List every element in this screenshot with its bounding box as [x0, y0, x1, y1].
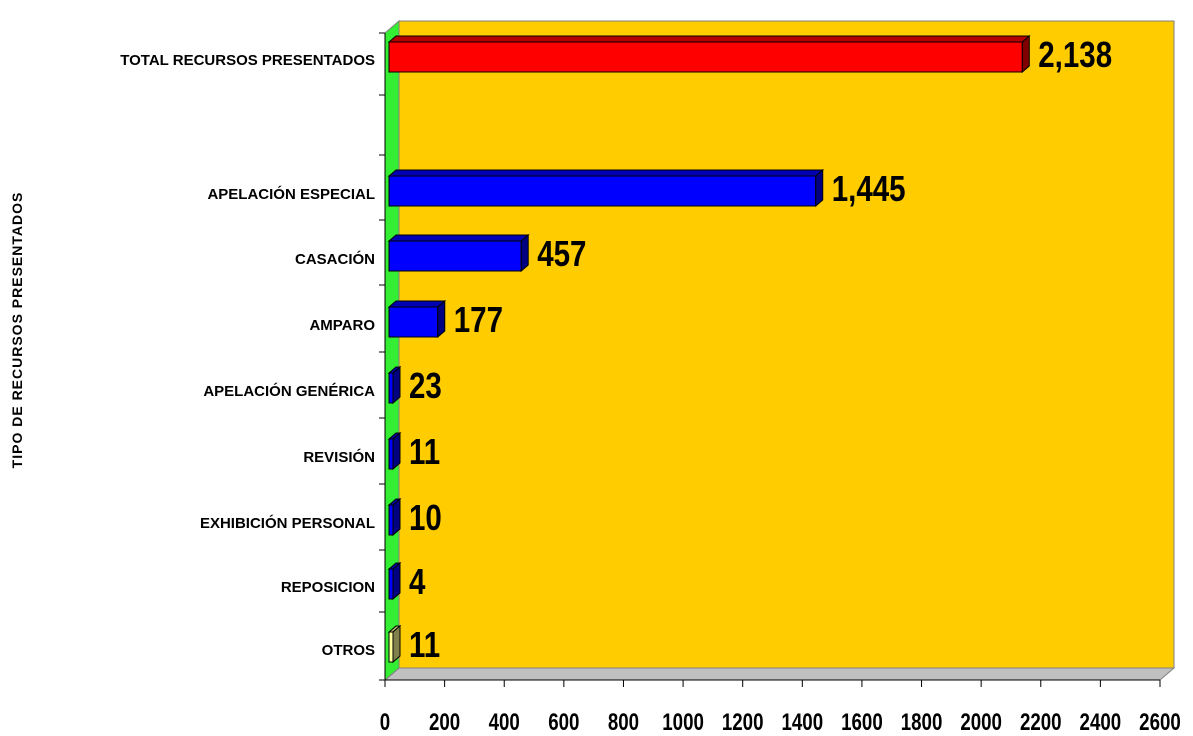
category-label: OTROS: [322, 642, 375, 659]
value-tick-label: 800: [608, 709, 639, 736]
category-label: CASACIÓN: [295, 250, 375, 268]
value-label: 2,138: [1038, 34, 1112, 74]
bar-side-face: [392, 431, 401, 471]
bar: [387, 233, 530, 273]
category-label: EXHIBICIÓN PERSONAL: [200, 514, 375, 532]
category-labels: TOTAL RECURSOS PRESENTADOS APELACIÓN ESPE…: [120, 52, 375, 659]
bar-front-face: [388, 240, 522, 272]
value-tick-label: 1400: [781, 709, 823, 736]
bar-side-face: [815, 168, 824, 208]
bar: [387, 168, 825, 208]
bar-front-face: [388, 175, 817, 207]
bar-side-face: [1021, 34, 1030, 74]
bar-front-face: [388, 504, 394, 536]
value-label: 11: [409, 431, 440, 471]
bar: [387, 299, 447, 339]
bar-side-face: [520, 233, 529, 273]
bar-top-face: [387, 300, 447, 308]
value-label: 23: [409, 365, 442, 405]
value-label: 4: [409, 561, 426, 601]
bar-top-face: [387, 35, 1031, 43]
bar-side-face: [392, 497, 401, 537]
category-axis: [379, 32, 386, 681]
bar: [387, 34, 1031, 74]
value-tick-label: 2200: [1020, 709, 1062, 736]
category-label: APELACIÓN ESPECIAL: [207, 185, 375, 203]
bar-side-face: [392, 624, 401, 664]
bar-series: [387, 34, 1031, 664]
bar: [387, 624, 402, 664]
bar-front-face: [388, 306, 439, 338]
bar: [387, 365, 402, 405]
y-axis-title: TIPO DE RECURSOS PRESENTADOS: [9, 192, 25, 469]
plot-back-wall: [398, 20, 1175, 669]
value-tick-label: 1600: [841, 709, 883, 736]
bar-front-face: [388, 372, 394, 404]
bar-front-face: [388, 631, 394, 663]
bar-side-face: [437, 299, 446, 339]
plot-floor: [383, 667, 1176, 681]
value-label: 10: [409, 497, 442, 537]
value-label: 177: [454, 299, 503, 339]
value-tick-label: 2400: [1080, 709, 1122, 736]
value-tick-label: 200: [429, 709, 460, 736]
category-label: REPOSICION: [281, 579, 375, 596]
bar: [387, 431, 402, 471]
category-label: APELACIÓN GENÉRICA: [203, 382, 375, 400]
value-tick-label: 1800: [901, 709, 943, 736]
bar-front-face: [388, 41, 1023, 73]
value-label: 457: [537, 233, 586, 273]
bar-top-face: [387, 169, 825, 177]
bar-top-face: [387, 234, 530, 242]
category-label: REVISIÓN: [303, 448, 375, 466]
bar-front-face: [388, 568, 394, 600]
value-tick-label: 0: [380, 709, 390, 736]
bar: [387, 497, 402, 537]
category-label: TOTAL RECURSOS PRESENTADOS: [120, 52, 375, 69]
bar-front-face: [388, 438, 394, 470]
value-tick-label: 2600: [1139, 709, 1181, 736]
category-label: AMPARO: [309, 317, 375, 334]
value-tick-label: 2000: [960, 709, 1002, 736]
value-axis: 0 200 400 600 800 1000 1200 1400 1600 1800 2000 220…: [380, 679, 1181, 736]
value-tick-label: 400: [489, 709, 520, 736]
value-tick-label: 1000: [662, 709, 704, 736]
value-tick-label: 1200: [722, 709, 764, 736]
value-label: 11: [409, 624, 440, 664]
bar-side-face: [392, 365, 401, 405]
bar-side-face: [392, 561, 401, 601]
value-labels: 2,138 1,445 457 177 23 11 10 4 11: [409, 34, 1112, 664]
value-tick-label: 600: [548, 709, 579, 736]
chart-walls: [383, 19, 1176, 682]
bar: [387, 561, 402, 601]
value-label: 1,445: [832, 168, 906, 208]
